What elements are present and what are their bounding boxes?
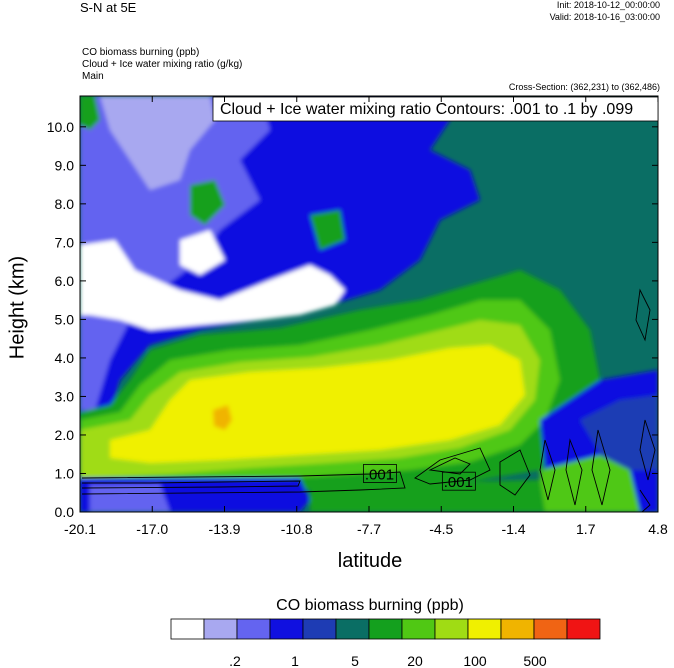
colorbar-tick-label: .2	[229, 653, 241, 668]
y-axis: 0.0 1.0 2.0 3.0 4.0 5.0 6.0 7.0 8.0 9.0 10.0	[47, 119, 658, 520]
chart-title: S-N at 5E	[80, 0, 137, 15]
colorbar-tick-label: 500	[523, 653, 547, 668]
field-patch-green-1	[190, 180, 225, 225]
colorbar-swatch	[467, 618, 502, 640]
colorbar-swatch	[533, 618, 568, 640]
x-tick-label: -4.5	[429, 521, 453, 537]
y-tick-label: 2.0	[55, 427, 75, 443]
colorbar-swatch	[335, 618, 370, 640]
y-tick-label: 10.0	[47, 119, 74, 135]
co-concentration-field	[80, 96, 658, 512]
field-patch-green-2	[310, 210, 345, 250]
colorbar-tick-label: 20	[407, 653, 423, 668]
x-tick-label: 4.8	[648, 521, 668, 537]
field-band-white	[80, 240, 345, 330]
colorbar-swatch	[269, 618, 304, 640]
field-band-light-blue	[100, 96, 215, 190]
colorbar-swatch	[170, 618, 205, 640]
x-tick-label: -17.0	[136, 521, 168, 537]
field-band-yellow	[110, 345, 525, 463]
y-tick-label: 5.0	[55, 311, 75, 327]
valid-time: Valid: 2018-10-16_03:00:00	[549, 12, 660, 22]
colorbar-swatch	[434, 618, 469, 640]
colorbar-swatch	[500, 618, 535, 640]
x-tick-label: -13.9	[209, 521, 241, 537]
contour-info-box	[212, 96, 659, 122]
field-label-co: CO biomass burning (ppb)	[82, 47, 200, 58]
field-label-cloud: Cloud + Ice water mixing ratio (g/kg)	[82, 59, 243, 70]
field-band-blue-bottom-light	[90, 484, 170, 512]
field-patch-green-3	[80, 96, 100, 130]
x-tick-label: 1.7	[576, 521, 596, 537]
field-patch-orange	[213, 405, 232, 430]
y-tick-label: 4.0	[55, 350, 75, 366]
colorbar-swatch	[236, 618, 271, 640]
contour-label-box	[441, 471, 476, 491]
y-tick-label: 9.0	[55, 157, 75, 173]
y-tick-label: 7.0	[55, 234, 75, 250]
colorbar-tick-label: 5	[351, 653, 359, 668]
init-time: Init: 2018-10-12_00:00:00	[556, 0, 660, 10]
field-label-main: Main	[82, 71, 104, 82]
x-axis-label: latitude	[337, 550, 403, 572]
x-axis: -20.1 -17.0 -13.9 -10.8 -7.7 -4.5 -1.4 1.7 4.8	[64, 96, 668, 537]
colorbar: .2 1 5 20 100 500	[170, 618, 601, 668]
y-tick-label: 6.0	[55, 273, 75, 289]
field-band-green-right	[540, 455, 640, 512]
y-axis-label: Height (km)	[6, 255, 29, 360]
colorbar-swatch	[368, 618, 403, 640]
y-tick-label: 0.0	[55, 504, 75, 520]
x-tick-label: -7.7	[357, 521, 381, 537]
colorbar-swatch	[401, 618, 436, 640]
field-band-white-patch	[180, 230, 225, 275]
colorbar-tick-label: 1	[291, 653, 299, 668]
colorbar-swatch	[566, 618, 601, 640]
y-tick-label: 1.0	[55, 465, 75, 481]
colorbar-swatch	[203, 618, 238, 640]
x-tick-label: -20.1	[64, 521, 96, 537]
cross-section-label: Cross-Section: (362,231) to (362,486)	[508, 82, 660, 92]
colorbar-title: CO biomass burning (ppb)	[276, 597, 464, 614]
colorbar-tick-label: 100	[463, 653, 487, 668]
contour-label-box	[363, 464, 397, 483]
y-tick-label: 3.0	[55, 388, 75, 404]
cloud-contours	[81, 288, 656, 512]
x-tick-label: -10.8	[281, 521, 313, 537]
colorbar-swatch	[302, 618, 337, 640]
field-band-navy-right	[580, 395, 658, 470]
x-tick-label: -1.4	[501, 521, 525, 537]
field-band-mid-blue	[80, 96, 270, 410]
contour-info-text: Cloud + Ice water mixing ratio Contours:…	[220, 101, 633, 118]
y-tick-label: 8.0	[55, 196, 75, 212]
field-band-green-bottom	[310, 480, 545, 512]
contour-label: .001	[365, 466, 394, 483]
contour-label: .001	[444, 474, 473, 491]
